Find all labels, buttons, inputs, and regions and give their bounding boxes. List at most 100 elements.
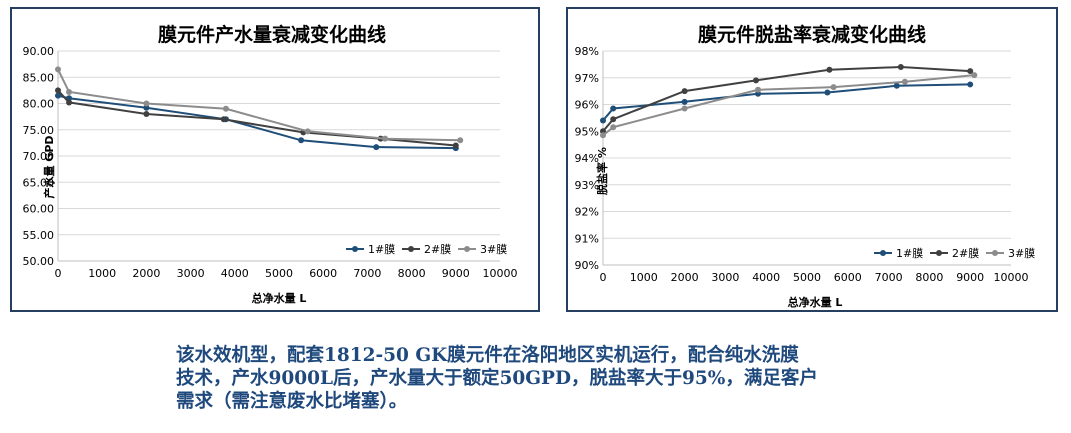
data-point <box>967 81 974 88</box>
water-output-chart: 膜元件产水量衰减变化曲线 50.00 55.00 60.00 65.00 70.00 75.… <box>23 23 518 305</box>
y-tick-label: 90% <box>575 259 599 272</box>
data-point <box>220 116 227 123</box>
caption-line-2: 技术，产水9000L后，产水量大于额定50GPD，脱盐率大于95%，满足客户 <box>176 368 818 389</box>
data-point <box>753 77 759 84</box>
data-point <box>681 105 688 112</box>
y-tick-label: 94% <box>575 152 599 165</box>
y-tick-label: 97% <box>575 72 599 85</box>
y-tick-label: 75.00 <box>23 124 55 137</box>
y-tick-label: 95% <box>575 125 599 138</box>
x-tick-label: 0 <box>55 267 62 280</box>
x-tick-label: 0 <box>600 271 607 284</box>
x-tick-label: 6000 <box>834 271 862 284</box>
y-tick-label: 60.00 <box>23 203 55 216</box>
data-point <box>457 137 464 144</box>
legend-label: 1#膜 <box>896 247 923 260</box>
chart-title: 膜元件脱盐率衰减变化曲线 <box>697 23 926 46</box>
y-tick-label: 91% <box>575 232 599 245</box>
data-point <box>222 105 229 112</box>
salt-rejection-chart-panel: 膜元件脱盐率衰减变化曲线 90% 91% 92% 93% 94% 95% 96% 97% 98% 0… <box>566 7 1058 312</box>
caption-line-1: 该水效机型，配套1812-50 GK膜元件在洛阳地区实机运行，配合纯水洗膜 <box>176 345 799 366</box>
y-tick-label: 50.00 <box>23 255 55 268</box>
y-tick-label: 55.00 <box>23 229 55 242</box>
data-point <box>66 99 73 106</box>
data-point <box>55 66 61 73</box>
data-point <box>893 82 900 89</box>
x-tick-label: 3000 <box>711 271 739 284</box>
y-tick-label: 92% <box>575 206 599 219</box>
data-point <box>55 92 61 99</box>
data-point <box>824 89 831 96</box>
x-axis-title: 总净水量 L <box>252 291 307 305</box>
y-tick-label: 80.00 <box>23 98 55 111</box>
x-tick-label: 6000 <box>309 267 337 280</box>
x-tick-label: 5000 <box>265 267 293 280</box>
legend-label: 3#膜 <box>1008 247 1035 260</box>
data-point <box>610 105 617 112</box>
y-axis-title: 产水量 GPD <box>42 135 56 198</box>
legend-label: 2#膜 <box>424 243 451 256</box>
data-point <box>143 111 150 117</box>
water-output-chart-panel: 膜元件产水量衰减变化曲线 50.00 55.00 60.00 65.00 70.00 75.… <box>10 7 540 312</box>
data-point <box>452 142 459 149</box>
x-tick-label: 4000 <box>221 267 249 280</box>
x-tick-label: 7000 <box>353 267 381 280</box>
y-axis-title: 脱盐率 % <box>595 147 609 195</box>
y-tick-label: 90.00 <box>23 45 55 58</box>
y-tick-label: 96% <box>575 99 599 112</box>
legend-label: 1#膜 <box>368 243 395 256</box>
data-point <box>600 132 606 139</box>
data-point <box>304 128 311 135</box>
x-tick-label: 1000 <box>630 271 658 284</box>
x-tick-label: 10000 <box>483 267 518 280</box>
x-tick-label: 10000 <box>994 271 1029 284</box>
legend-label: 2#膜 <box>952 247 979 260</box>
legend-marker <box>992 250 998 256</box>
x-tick-label: 9000 <box>956 271 984 284</box>
legend-label: 3#膜 <box>480 243 507 256</box>
data-point <box>901 78 908 85</box>
x-tick-label: 8000 <box>915 271 943 284</box>
data-point <box>971 72 978 79</box>
data-point <box>298 137 305 144</box>
data-point <box>143 104 150 111</box>
x-tick-label: 2000 <box>671 271 699 284</box>
data-point <box>610 116 617 123</box>
data-point <box>826 66 833 73</box>
data-point <box>382 135 389 142</box>
series-line-2 <box>602 65 971 132</box>
y-tick-label: 93% <box>575 179 599 192</box>
x-tick-label: 5000 <box>793 271 821 284</box>
data-point <box>373 144 380 151</box>
y-tick-label: 65.00 <box>23 176 55 189</box>
data-point <box>681 98 688 105</box>
legend-marker <box>880 250 886 256</box>
data-point <box>55 87 61 94</box>
x-tick-label: 7000 <box>875 271 903 284</box>
x-tick-label: 8000 <box>398 267 426 280</box>
x-tick-label: 4000 <box>752 271 780 284</box>
legend-marker <box>352 246 358 252</box>
y-tick-label: 98% <box>575 45 599 58</box>
data-point <box>897 64 904 71</box>
legend-marker <box>936 250 942 256</box>
data-point <box>967 68 974 75</box>
y-tick-label: 70.00 <box>23 150 55 163</box>
data-point <box>610 124 617 131</box>
data-point <box>143 100 150 107</box>
caption-line-3: 需求（需注意废水比堵塞）。 <box>176 391 408 412</box>
chart-title: 膜元件产水量衰减变化曲线 <box>157 23 386 46</box>
salt-rejection-chart: 膜元件脱盐率衰减变化曲线 90% 91% 92% 93% 94% 95% 96% 97% 98% 0… <box>575 23 1036 309</box>
legend-marker <box>408 246 414 252</box>
data-point <box>755 86 762 93</box>
legend-marker <box>464 246 470 252</box>
x-tick-label: 2000 <box>132 267 160 280</box>
caption-text: 该水效机型，配套1812-50 GK膜元件在洛阳地区实机运行，配合纯水洗膜 技术… <box>176 344 916 413</box>
y-tick-label: 85.00 <box>23 71 55 84</box>
x-tick-label: 1000 <box>88 267 116 280</box>
x-tick-label: 9000 <box>442 267 470 280</box>
x-tick-label: 3000 <box>177 267 205 280</box>
data-point <box>681 88 688 95</box>
data-point <box>66 88 73 95</box>
data-point <box>600 117 606 124</box>
